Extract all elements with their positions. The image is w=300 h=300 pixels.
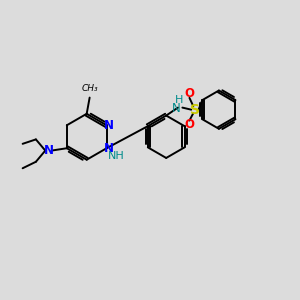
Text: NH: NH <box>108 152 124 161</box>
Text: N: N <box>104 119 114 132</box>
Text: O: O <box>184 118 194 131</box>
Text: O: O <box>184 87 194 100</box>
Text: N: N <box>104 142 114 155</box>
Text: S: S <box>190 103 200 117</box>
Text: N: N <box>172 102 180 115</box>
Text: CH₃: CH₃ <box>82 84 98 93</box>
Text: H: H <box>175 95 184 105</box>
Text: N: N <box>44 144 54 157</box>
